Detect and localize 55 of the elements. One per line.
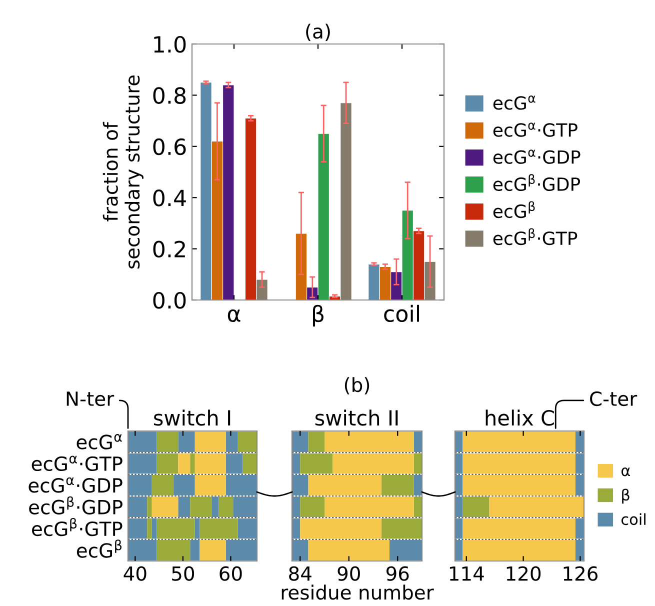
- x-tick-label: 120: [506, 566, 541, 581]
- y-tick-label: 0.8: [153, 87, 186, 104]
- x-tick-label: coil: [384, 304, 419, 322]
- text: C-ter: [590, 391, 638, 406]
- x-tick-label: 50: [172, 566, 194, 581]
- y-tick-label: 0.4: [153, 190, 186, 206]
- bar: [414, 453, 422, 474]
- legend-label: ecG$^{β}$: [493, 201, 535, 218]
- x-tick-label: 96: [386, 566, 409, 581]
- text: N-ter: [66, 392, 114, 406]
- bar: [414, 432, 422, 452]
- x-tick-label: α: [228, 309, 240, 322]
- legend-label: α: [622, 467, 630, 476]
- y-tick-label: ecG$^{β}$·GTP: [32, 518, 122, 536]
- chart-title: (a): [306, 24, 330, 42]
- y-tick-label: 0.2: [153, 240, 185, 258]
- x-tick-label: 114: [450, 566, 484, 581]
- bar: [200, 540, 226, 560]
- legend-label: β: [622, 488, 630, 504]
- y-tick-label: ecG$^{α}$·GDP: [28, 477, 122, 493]
- bar: [462, 496, 490, 518]
- x-tick-label: 126: [564, 566, 598, 581]
- bar: [178, 432, 195, 452]
- y-axis-title: fraction of secondary structure: [102, 75, 144, 269]
- bar: [381, 474, 414, 496]
- chart-title: switch I: [154, 410, 230, 426]
- x-tick-label: 84: [289, 566, 312, 581]
- chart-title: helix C: [486, 410, 554, 426]
- x-tick-label: 40: [124, 566, 146, 581]
- x-tick-label: 60: [220, 566, 242, 581]
- x-axis-title: residue number: [282, 584, 434, 600]
- y-tick-label: ecG$^{α}$·GTP: [32, 456, 122, 472]
- bar: [212, 496, 219, 518]
- legend-label: ecG$^{α}$: [493, 96, 536, 110]
- bar: [300, 496, 324, 518]
- x-tick-label: β: [312, 304, 324, 327]
- x-tick-label: 90: [338, 566, 360, 581]
- y-tick-label: ecG$^{α}$: [76, 434, 122, 450]
- bar: [152, 496, 178, 518]
- y-tick-label: 1.0: [154, 36, 186, 53]
- bar: [390, 540, 422, 560]
- bar: [414, 474, 422, 496]
- legend-label: ecG$^{β}$·GDP: [493, 174, 580, 192]
- bar: [190, 453, 195, 474]
- legend-label: coil: [622, 513, 646, 526]
- bar: [178, 453, 190, 474]
- y-tick-label: ecG$^{β}$: [76, 540, 122, 558]
- y-tick-label: 0.0: [153, 292, 186, 309]
- legend-label: ecG$^{α}$·GTP: [493, 122, 578, 137]
- y-tick-label: 0.6: [153, 138, 186, 156]
- text: (b): [344, 377, 370, 394]
- chart-title: switch II: [315, 410, 398, 426]
- legend-label: ecG$^{β}$·GTP: [493, 228, 578, 246]
- y-tick-label: ecG$^{β}$·GDP: [29, 496, 122, 514]
- legend-label: ecG$^{α}$·GDP: [493, 150, 580, 164]
